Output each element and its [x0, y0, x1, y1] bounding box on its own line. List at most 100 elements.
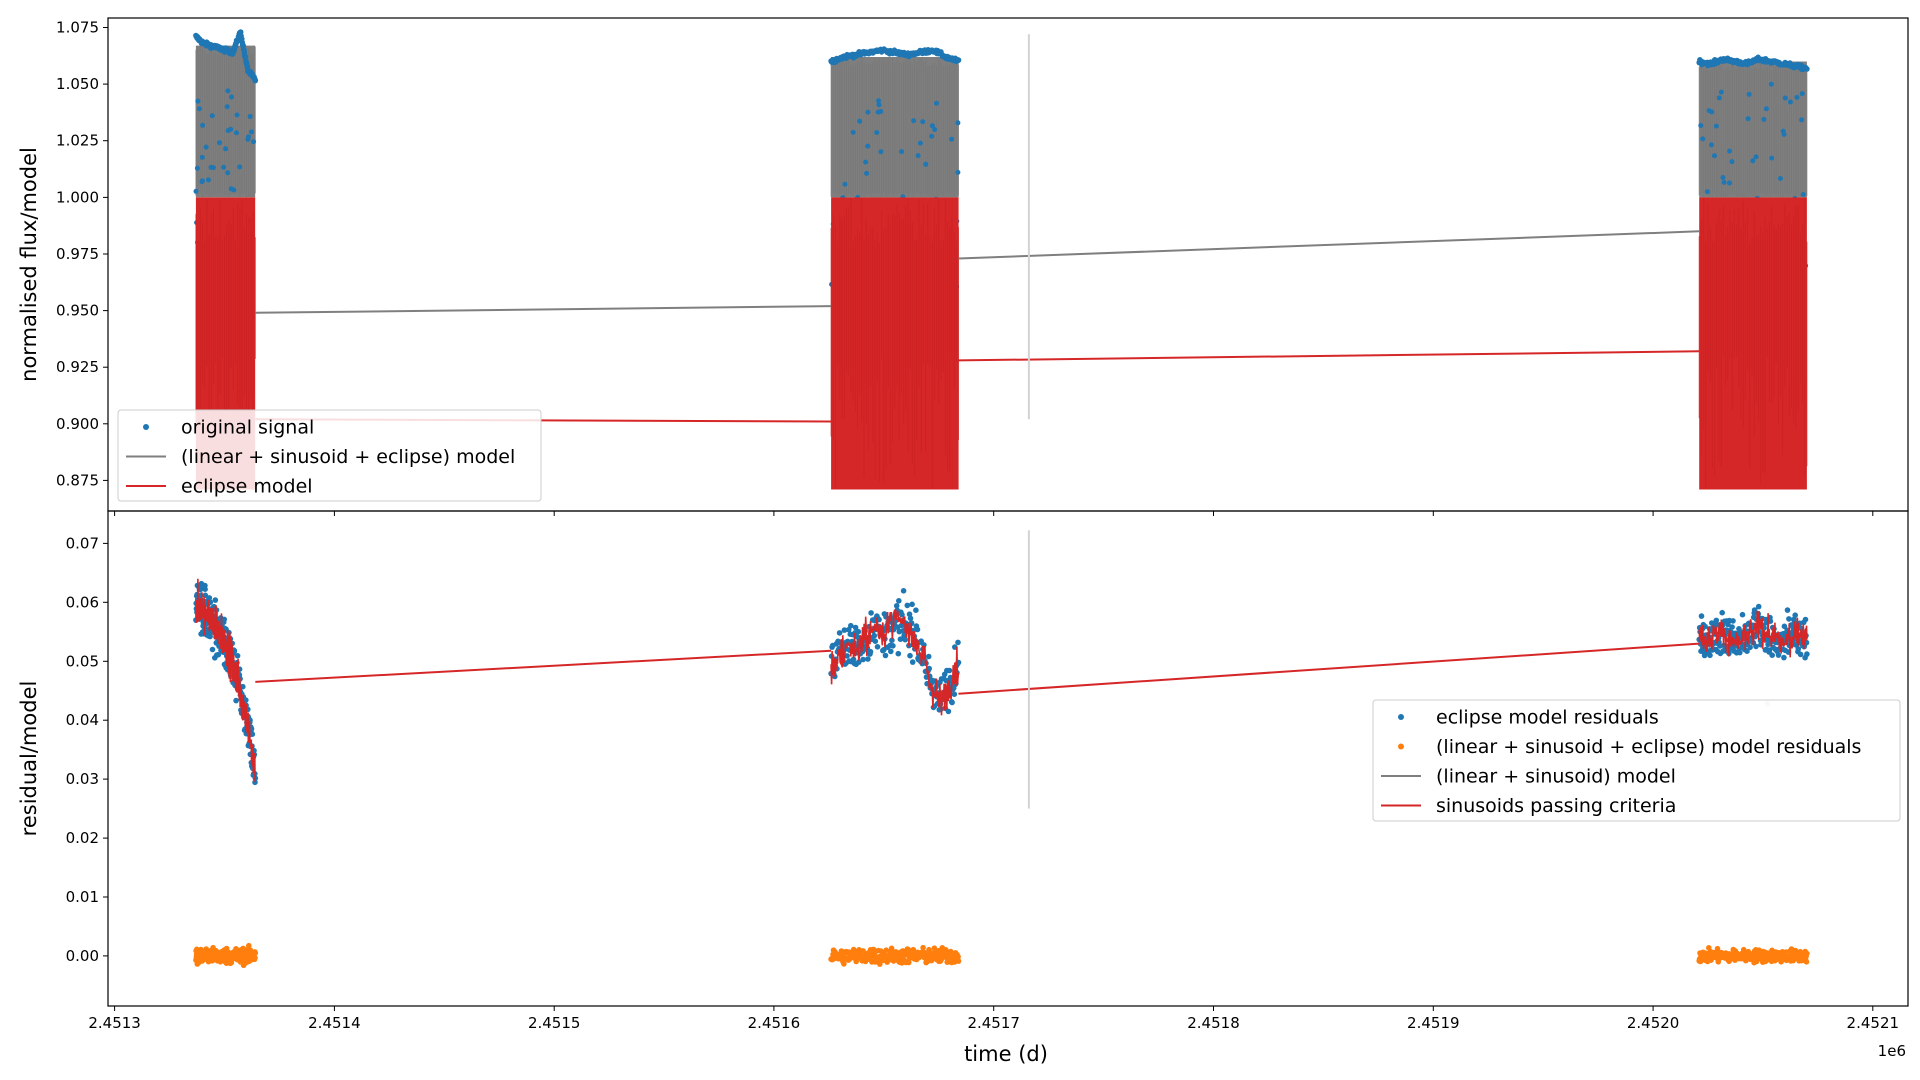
legend: eclipse model residuals (linear + sinusoi… — [1372, 699, 1901, 822]
eclipse-residual-point — [893, 603, 900, 609]
x-tick-label: 2.4519 — [1407, 1014, 1460, 1032]
eclipse-residual-point — [890, 643, 896, 649]
connector-layer — [255, 642, 1700, 695]
eclipse-residual-point — [202, 586, 208, 592]
legend-marker — [1398, 743, 1404, 750]
original-signal-point — [850, 129, 856, 135]
full-model-residual-point — [906, 959, 912, 966]
original-signal-point — [955, 57, 962, 63]
original-signal-point — [1761, 116, 1767, 122]
original-signal-point — [1781, 131, 1787, 137]
original-signal-point — [955, 169, 961, 175]
eclipse-residual-point — [848, 622, 854, 629]
eclipse-residual-point — [1802, 616, 1809, 623]
eclipse-residual-point — [1702, 623, 1708, 630]
original-signal-point — [1769, 155, 1775, 161]
eclipse-residual-point — [850, 656, 857, 663]
y-tick-label: 1.025 — [56, 132, 99, 150]
y-tick-label: 0.00 — [66, 947, 99, 965]
full-model-oscillation — [830, 57, 959, 198]
original-signal-point — [203, 144, 209, 150]
original-signal-point — [1698, 123, 1704, 128]
original-signal-point — [1794, 94, 1800, 100]
original-signal-point — [1745, 116, 1751, 122]
y-tick-label: 0.02 — [66, 829, 99, 847]
original-signal-point — [247, 114, 253, 119]
legend-box — [1372, 699, 1901, 822]
eclipse-residual-point — [895, 650, 902, 657]
eclipse-residual-point — [1753, 643, 1759, 650]
legend: original signal (linear + sinusoid + ecli… — [117, 409, 542, 502]
eclipse-residual-point — [1755, 603, 1762, 610]
original-signal-point — [234, 112, 240, 118]
original-signal-point — [1712, 153, 1717, 159]
full-model-residual-point — [955, 953, 961, 960]
eclipse-residual-point — [1707, 652, 1713, 659]
original-signal-point — [1718, 89, 1724, 95]
eclipse-residual-point — [1713, 617, 1720, 624]
original-signal-point — [1804, 66, 1810, 72]
eclipse-residual-point — [909, 659, 916, 665]
original-signal-point — [200, 122, 206, 128]
eclipse-residual-point — [206, 595, 213, 601]
original-signal-point — [955, 120, 961, 126]
original-signal-point — [911, 118, 917, 124]
eclipse-model-oscillation — [830, 198, 959, 489]
sinusoid-connector-line — [255, 649, 832, 683]
legend-label: (linear + sinusoid + eclipse) model resi… — [1436, 736, 1861, 758]
plot-area — [193, 530, 1810, 969]
full-model-residual-point — [877, 961, 883, 967]
eclipse-residual-point — [946, 667, 953, 674]
original-signal-point — [245, 136, 251, 142]
eclipse-residual-point — [856, 659, 862, 665]
plot-area — [193, 29, 1810, 490]
original-signal-point — [229, 94, 234, 100]
original-signal-point — [1716, 95, 1722, 101]
eclipse-residual-point — [836, 630, 843, 636]
eclipse-residual-point — [1784, 607, 1791, 613]
eclipse-residual-point — [252, 779, 258, 786]
original-signal-point — [209, 113, 215, 119]
original-signal-point — [929, 123, 935, 129]
y-tick-label: 0.950 — [56, 302, 99, 320]
eclipse-residual-point — [1792, 612, 1798, 618]
original-signal-point — [863, 159, 869, 165]
eclipse-residual-point — [209, 646, 216, 653]
original-signal-point — [225, 170, 231, 176]
legend-label: eclipse model residuals — [1436, 707, 1659, 729]
original-signal-point — [878, 109, 884, 114]
full-model-residual-point — [1804, 950, 1810, 957]
x-offset-label: 1e6 — [1878, 1042, 1906, 1060]
y-tick-label: 0.03 — [66, 770, 99, 788]
full-model-oscillation — [195, 46, 256, 198]
original-signal-point — [228, 126, 234, 132]
y-tick-label: 0.900 — [56, 415, 99, 433]
full-model-residual-point — [920, 944, 926, 951]
legend-box — [117, 409, 542, 502]
original-signal-point — [1800, 192, 1806, 197]
y-tick-label: 0.875 — [56, 471, 99, 489]
eclipse-model-band — [1699, 197, 1807, 490]
axes-frame — [107, 510, 1909, 1007]
eclipse-residual-point — [925, 653, 932, 660]
eclipse-residual-point — [949, 699, 955, 706]
original-signal-point — [199, 154, 205, 160]
eclipse-residual-point — [212, 597, 219, 603]
eclipse-residual-point — [874, 644, 881, 650]
full-model-band — [1699, 61, 1807, 198]
original-signal-point — [878, 149, 884, 155]
eclipse-model-line — [958, 350, 1700, 362]
eclipse-residual-point — [896, 598, 902, 604]
eclipse-residual-point — [198, 585, 204, 592]
full-model-residual-point — [246, 942, 252, 949]
full-model-line — [255, 305, 832, 314]
eclipse-residual-point — [249, 731, 256, 737]
original-signal-point — [194, 165, 200, 171]
original-signal-point — [1777, 176, 1783, 181]
legend-label: sinusoids passing criteria — [1436, 795, 1676, 817]
x-tick-label: 2.4521 — [1847, 1014, 1900, 1032]
y-tick-label: 0.04 — [66, 711, 99, 729]
original-signal-point — [864, 170, 870, 176]
y-tick-label: 0.06 — [66, 593, 99, 611]
original-signal-point — [1704, 189, 1710, 195]
